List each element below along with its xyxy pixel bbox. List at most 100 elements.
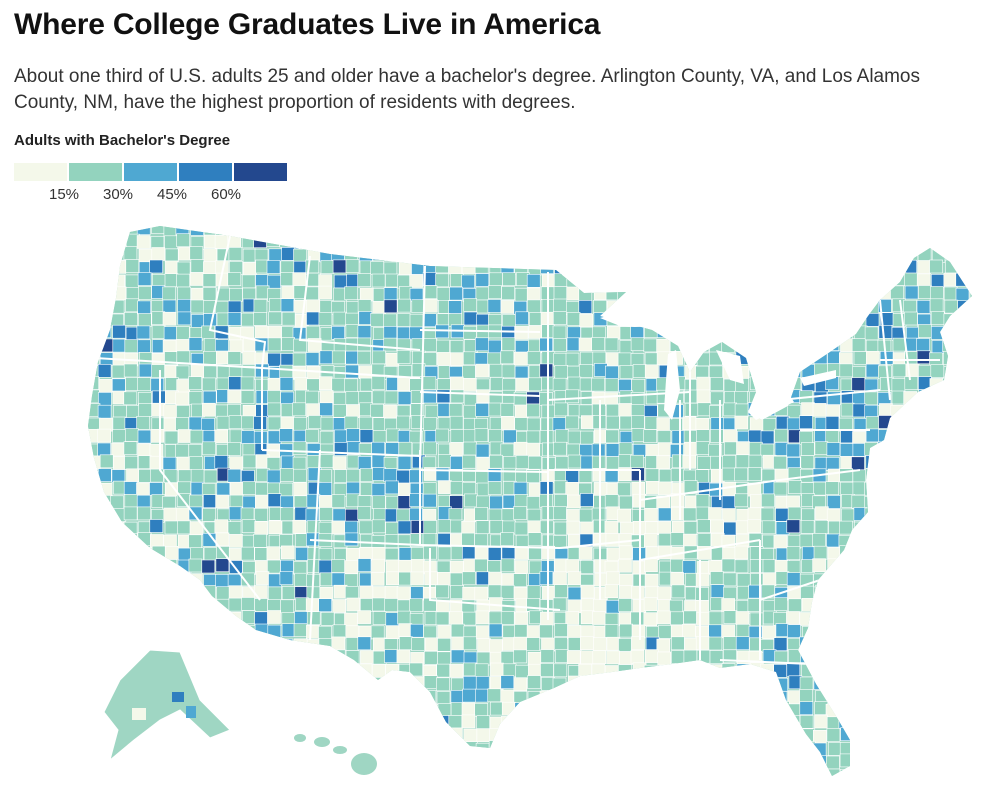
county-cell (944, 495, 958, 510)
county-cell (802, 226, 816, 237)
county-cell (879, 741, 894, 755)
county-cell (604, 378, 619, 392)
county-cell (956, 701, 970, 716)
county-cell (878, 226, 893, 236)
county-cell (254, 507, 268, 522)
county-cell (175, 507, 190, 522)
county-cell (203, 365, 217, 380)
county-cell (215, 612, 230, 626)
state-border (419, 469, 549, 473)
county-cell (787, 534, 802, 549)
county-cell (320, 715, 334, 730)
county-cell (892, 663, 907, 678)
county-cell (607, 728, 621, 743)
state-border (419, 265, 426, 471)
county-cell (578, 663, 592, 678)
county-cell (851, 234, 865, 249)
county-cell (840, 727, 854, 742)
county-cell (190, 650, 204, 665)
county-cell (891, 676, 906, 691)
county-cell (112, 260, 127, 274)
county-cell (956, 457, 970, 471)
county-cell (840, 338, 854, 353)
county-cell (227, 351, 242, 365)
county-cell (176, 623, 191, 638)
county-cell (462, 675, 477, 690)
county-cell (318, 521, 333, 536)
county-cell (110, 649, 125, 664)
county-cell (410, 226, 425, 235)
county-cell (672, 782, 685, 795)
county-cell (565, 470, 579, 484)
county-cell (670, 611, 684, 626)
county-cell (944, 325, 959, 339)
county-cell (500, 532, 515, 546)
county-cell (580, 455, 595, 470)
county-cell (618, 612, 633, 626)
county-cell (292, 402, 306, 417)
county-cell (163, 326, 178, 340)
county-cell (97, 363, 112, 378)
county-cell (697, 327, 712, 341)
county-cell (709, 287, 724, 302)
county-cell (500, 350, 515, 365)
county-cell (188, 444, 203, 458)
county-cell (293, 638, 308, 653)
county-cell (644, 352, 659, 367)
county-cell (761, 226, 776, 235)
county-cell (228, 585, 243, 600)
county-cell (697, 455, 711, 470)
county-cell (904, 664, 919, 678)
county-cell (448, 403, 463, 417)
county-cell (331, 246, 345, 261)
county-cell (866, 545, 881, 560)
county-cell (202, 441, 216, 456)
county-cell (384, 585, 399, 600)
county-cell (449, 741, 464, 756)
county-cell (968, 339, 972, 354)
county-cell (216, 586, 230, 601)
county-cell (425, 235, 439, 250)
county-cell (305, 325, 320, 340)
county-cell (606, 247, 621, 262)
county-cell (242, 704, 256, 718)
county-cell (566, 781, 579, 794)
county-cell (190, 226, 204, 236)
county-cell (916, 716, 931, 731)
county-cell (293, 702, 308, 717)
county-cell (88, 235, 100, 250)
county-cell (346, 468, 360, 483)
county-cell (632, 662, 647, 677)
county-cell (150, 728, 165, 742)
county-cell (241, 430, 255, 444)
county-cell (827, 468, 842, 483)
county-cell (228, 415, 243, 430)
county-cell (825, 481, 840, 496)
county-cell (812, 664, 826, 679)
county-cell (890, 285, 904, 300)
county-cell (554, 558, 568, 573)
county-cell (540, 663, 554, 677)
county-cell (151, 584, 166, 599)
county-cell (761, 324, 776, 339)
county-cell (88, 389, 100, 404)
county-cell (709, 650, 724, 664)
county-cell (931, 403, 945, 417)
county-cell (294, 715, 309, 730)
county-cell (865, 350, 880, 365)
county-cell (175, 339, 190, 353)
county-cell (502, 389, 516, 404)
county-cell (399, 729, 413, 743)
county-cell (345, 780, 358, 793)
county-cell (580, 766, 595, 776)
county-cell (722, 572, 737, 587)
legend-tick-60: 60% (211, 186, 242, 203)
county-cell (385, 571, 400, 586)
county-cell (125, 560, 140, 574)
county-cell (683, 610, 697, 625)
county-cell (903, 727, 917, 742)
county-cell (877, 365, 892, 380)
county-cell (695, 493, 710, 508)
county-cell (280, 715, 295, 730)
county-cell (98, 677, 112, 692)
